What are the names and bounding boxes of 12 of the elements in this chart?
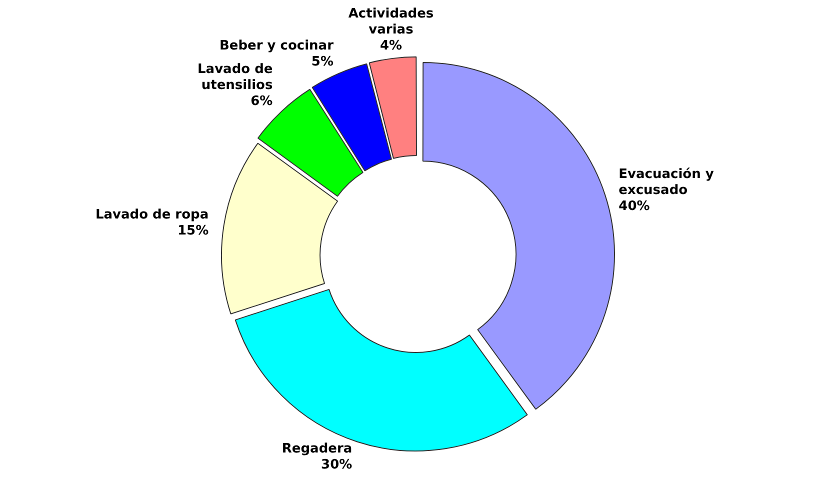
data-label: 30% [321,458,352,473]
data-label: 5% [311,54,334,70]
data-label: 4% [380,38,402,54]
slice-label: Evacuación y excusado [618,167,714,198]
slice-label: Lavado de utensilios [198,62,273,94]
slice-label: Beber y cocinar [219,38,334,54]
slice-label: Actividades varias [348,6,434,38]
data-label: 15% [177,223,209,238]
slice-label: Lavado de ropa [95,207,209,222]
data-label: 6% [250,94,273,110]
data-label: 40% [618,199,650,214]
slice-label: Regadera [282,442,352,457]
